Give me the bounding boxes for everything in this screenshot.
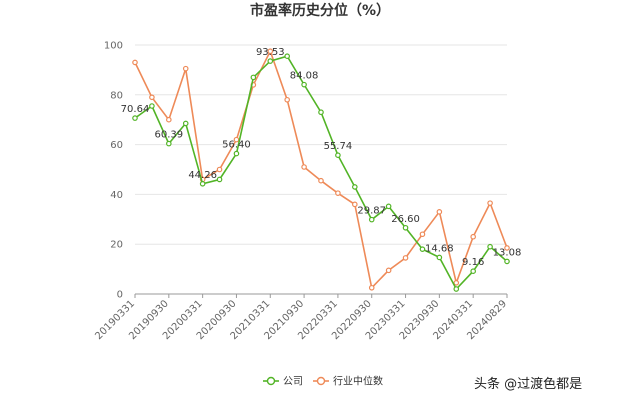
data-point	[385, 267, 392, 274]
data-label: 55.74	[324, 141, 353, 152]
data-point	[284, 53, 290, 60]
data-point	[352, 201, 358, 208]
data-point	[487, 200, 493, 206]
data-point	[267, 48, 274, 55]
legend[interactable]: 公司 行业中位数	[263, 375, 383, 388]
data-point	[149, 103, 155, 109]
data-point	[318, 109, 324, 116]
legend-swatch-marker	[316, 376, 326, 386]
data-point	[182, 120, 189, 127]
data-point	[504, 245, 510, 251]
data-label: 14.68	[425, 243, 454, 254]
data-point	[166, 140, 172, 147]
data-label: 84.08	[290, 71, 319, 82]
y-tick-label: 60	[110, 140, 123, 151]
data-point	[335, 152, 341, 159]
grid-lines	[135, 44, 507, 245]
data-point	[132, 115, 138, 121]
data-point	[419, 246, 426, 252]
legend-label: 行业中位数	[333, 375, 383, 388]
data-point	[216, 166, 223, 173]
data-point	[233, 150, 240, 157]
chart-title: 市盈率历史分位（%）	[250, 2, 390, 19]
data-label: 29.87	[357, 206, 386, 217]
data-point	[436, 254, 443, 261]
data-point	[216, 176, 223, 183]
data-point	[504, 258, 510, 265]
series-layer	[132, 48, 510, 292]
data-point	[385, 203, 392, 210]
data-label: 93.53	[256, 47, 285, 58]
axes: 0204060801002019033120190930202003312020…	[93, 41, 509, 343]
data-point	[453, 286, 460, 292]
data-point	[199, 180, 206, 187]
data-point	[182, 65, 189, 72]
data-point	[436, 209, 443, 215]
data-point	[352, 184, 358, 190]
data-label: 56.40	[222, 140, 251, 151]
data-label: 9.16	[462, 257, 484, 268]
y-tick-label: 40	[110, 190, 123, 201]
data-point	[453, 279, 460, 286]
data-labels: 70.64 60.39 44.26 56.40 93.53 84.08 55.74 29.87…	[121, 47, 522, 268]
data-point	[419, 231, 426, 238]
y-tick-label: 0	[117, 290, 123, 301]
data-point	[402, 255, 409, 261]
data-point	[318, 177, 324, 184]
data-point	[368, 216, 375, 223]
y-tick-label: 100	[104, 41, 123, 52]
data-point	[487, 243, 493, 250]
legend-label: 公司	[283, 377, 303, 388]
data-point	[132, 59, 138, 66]
data-point	[166, 116, 172, 123]
data-point	[267, 58, 274, 64]
data-label: 70.64	[121, 104, 150, 115]
data-point	[301, 164, 307, 170]
data-point	[470, 268, 476, 274]
data-label: 26.60	[391, 214, 420, 225]
watermark-text: 头条 @过渡色都是	[474, 376, 582, 392]
data-point	[470, 233, 476, 240]
data-point	[368, 284, 375, 291]
data-label: 44.26	[188, 170, 217, 181]
data-point	[402, 224, 409, 231]
data-point	[301, 81, 307, 88]
data-label: 13.08	[493, 247, 522, 258]
legend-item[interactable]: 公司	[263, 377, 303, 388]
y-tick-label: 20	[110, 240, 123, 251]
y-tick-label: 80	[110, 90, 123, 101]
data-point	[149, 94, 155, 101]
data-label: 60.39	[154, 130, 183, 141]
data-point	[335, 190, 341, 196]
legend-swatch-marker	[266, 376, 276, 386]
data-point	[284, 96, 290, 103]
data-point	[233, 136, 240, 143]
legend-item[interactable]: 行业中位数	[313, 375, 383, 388]
data-point	[250, 74, 257, 81]
